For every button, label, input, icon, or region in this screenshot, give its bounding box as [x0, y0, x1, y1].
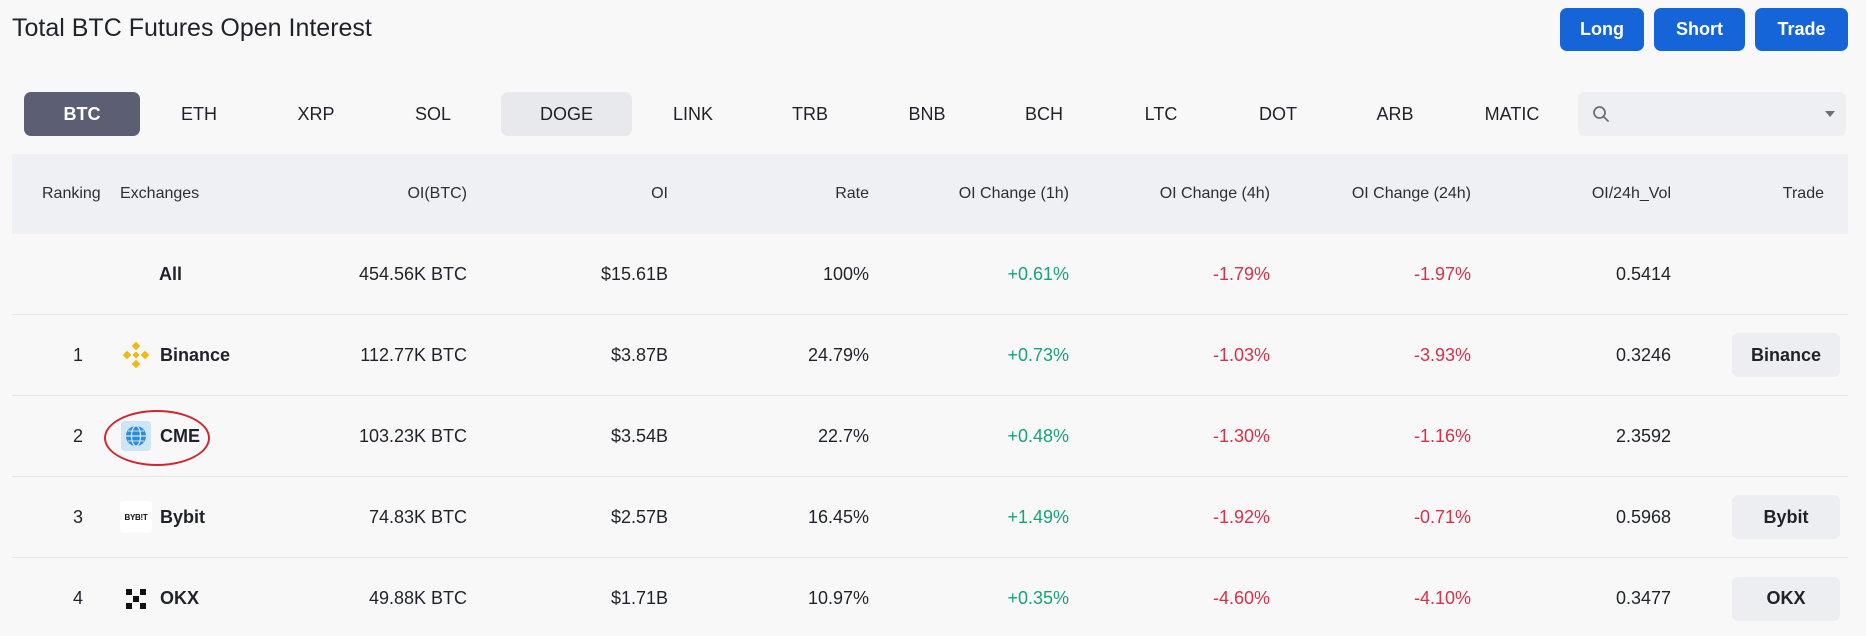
change-1h-value: +0.61% — [1007, 263, 1069, 284]
search-input[interactable] — [1618, 92, 1825, 136]
tab-bnb[interactable]: BNB — [908, 103, 946, 124]
change-24h-value: -1.97% — [1413, 263, 1471, 284]
oi-btc-value: 103.23K BTC — [358, 425, 467, 446]
trade-binance-button[interactable]: Binance — [1732, 333, 1840, 377]
exchange-name: Binance — [160, 344, 231, 365]
oi-vol-value: 0.3477 — [1615, 588, 1671, 608]
bybit-logo-icon: BYB!T — [120, 501, 152, 533]
oi-btc-value: 49.88K BTC — [368, 588, 467, 608]
trade-cell: Binance — [1732, 315, 1840, 395]
chevron-down-icon[interactable] — [1825, 107, 1835, 121]
col-oi: OI — [651, 185, 668, 202]
change-1h-value: +0.73% — [1007, 344, 1069, 365]
table-header: Ranking Exchanges OI(BTC) OI Rate OI Cha… — [12, 154, 1848, 234]
trade-okx-button[interactable]: OKX — [1732, 576, 1840, 621]
col-trade: Trade — [1782, 185, 1824, 202]
cme-globe-icon — [120, 420, 152, 452]
tab-dot[interactable]: DOT — [1259, 103, 1297, 124]
col-oi-change-4h: OI Change (4h) — [1159, 185, 1270, 202]
tab-btc[interactable]: BTC — [24, 92, 140, 136]
rate-value: 16.45% — [807, 506, 869, 527]
tab-ltc[interactable]: LTC — [1144, 103, 1178, 124]
change-4h-value: -1.79% — [1212, 263, 1270, 284]
rank-value: 4 — [72, 588, 83, 608]
change-24h-value: -4.10% — [1413, 588, 1471, 608]
col-oi-btc: OI(BTC) — [407, 185, 467, 202]
tab-link[interactable]: LINK — [672, 103, 714, 124]
table-row: 1 Binance 112.77K BTC $3.87B 24.79% +0.7… — [12, 315, 1848, 396]
long-button[interactable]: Long — [1560, 8, 1644, 51]
tab-arb[interactable]: ARB — [1376, 103, 1414, 124]
exchange-cell[interactable]: Binance — [120, 315, 320, 395]
tab-trb[interactable]: TRB — [792, 103, 828, 124]
tab-sol[interactable]: SOL — [414, 103, 452, 124]
exchange-name: OKX — [160, 588, 200, 608]
trade-button[interactable]: Trade — [1755, 8, 1848, 51]
search-box[interactable] — [1578, 92, 1846, 136]
tab-doge[interactable]: DOGE — [501, 92, 632, 136]
rate-value: 22.7% — [817, 425, 869, 446]
change-4h-value: -4.60% — [1212, 588, 1270, 608]
short-button[interactable]: Short — [1654, 8, 1745, 51]
change-4h-value: -1.30% — [1212, 425, 1270, 446]
coin-tabs: BTC ETH XRP SOL DOGE LINK TRB BNB BCH LT… — [24, 92, 1570, 136]
col-exchanges: Exchanges — [120, 185, 200, 202]
change-4h-value: -1.03% — [1212, 344, 1270, 365]
rank-value: 1 — [72, 344, 83, 365]
col-ranking: Ranking — [42, 185, 101, 202]
change-24h-value: -0.71% — [1413, 506, 1471, 527]
page-title: Total BTC Futures Open Interest — [12, 14, 372, 42]
oi-value: $2.57B — [610, 506, 668, 527]
change-1h-value: +0.48% — [1007, 425, 1069, 446]
change-1h-value: +0.35% — [1007, 588, 1069, 608]
all-label: All — [159, 263, 183, 284]
oi-vol-value: 0.5414 — [1615, 263, 1671, 284]
change-24h-value: -1.16% — [1413, 425, 1471, 446]
oi-value: $3.54B — [610, 425, 668, 446]
okx-logo-icon — [120, 583, 152, 615]
binance-logo-icon — [120, 339, 152, 371]
trade-cell: Bybit — [1732, 477, 1840, 557]
oi-btc-value: 454.56K BTC — [358, 263, 467, 284]
exchange-name: CME — [160, 425, 200, 446]
tab-matic[interactable]: MATIC — [1484, 103, 1540, 124]
trade-bybit-button[interactable]: Bybit — [1732, 495, 1840, 539]
col-oi-change-1h: OI Change (1h) — [958, 185, 1069, 202]
oi-vol-value: 2.3592 — [1615, 425, 1671, 446]
rank-value: 3 — [72, 506, 83, 527]
exchange-cell[interactable]: CME — [120, 396, 320, 476]
tab-bch[interactable]: BCH — [1024, 103, 1063, 124]
rate-value: 10.97% — [807, 588, 869, 608]
exchange-cell[interactable]: BYB!T Bybit — [120, 477, 320, 557]
rate-value: 100% — [822, 263, 869, 284]
oi-value: $15.61B — [600, 263, 668, 284]
table-row: 2 CME 103.23K BTC $3.54B 22.7% +0.48% -1… — [12, 396, 1848, 477]
tab-xrp[interactable]: XRP — [297, 103, 335, 124]
table-row: 4 OKX 49.88K BTC $1.71B 10.97% +0.35% -4… — [12, 558, 1848, 636]
oi-value: $3.87B — [610, 344, 668, 365]
rank-value: 2 — [72, 425, 83, 446]
change-24h-value: -3.93% — [1413, 344, 1471, 365]
tab-eth[interactable]: ETH — [181, 103, 217, 124]
col-rate: Rate — [835, 185, 869, 202]
table-row-all: All 454.56K BTC $15.61B 100% +0.61% -1.7… — [12, 234, 1848, 315]
trade-cell: OKX — [1732, 558, 1840, 636]
oi-vol-value: 0.5968 — [1615, 506, 1671, 527]
open-interest-table: Ranking Exchanges OI(BTC) OI Rate OI Cha… — [12, 154, 1848, 636]
search-icon — [1592, 103, 1610, 125]
oi-value: $1.71B — [610, 588, 668, 608]
exchange-name: Bybit — [160, 506, 205, 527]
col-oi-change-24h: OI Change (24h) — [1351, 185, 1471, 202]
table-row: 3 BYB!T Bybit 74.83K BTC $2.57B 16.45% +… — [12, 477, 1848, 558]
oi-btc-value: 74.83K BTC — [368, 506, 467, 527]
col-oi-24h-vol: OI/24h_Vol — [1591, 185, 1671, 202]
exchange-cell[interactable]: OKX — [120, 558, 320, 636]
oi-vol-value: 0.3246 — [1615, 344, 1671, 365]
rate-value: 24.79% — [807, 344, 869, 365]
change-1h-value: +1.49% — [1007, 506, 1069, 527]
top-actions: Long Short Trade — [1560, 8, 1848, 51]
oi-btc-value: 112.77K BTC — [360, 344, 467, 365]
change-4h-value: -1.92% — [1212, 506, 1270, 527]
